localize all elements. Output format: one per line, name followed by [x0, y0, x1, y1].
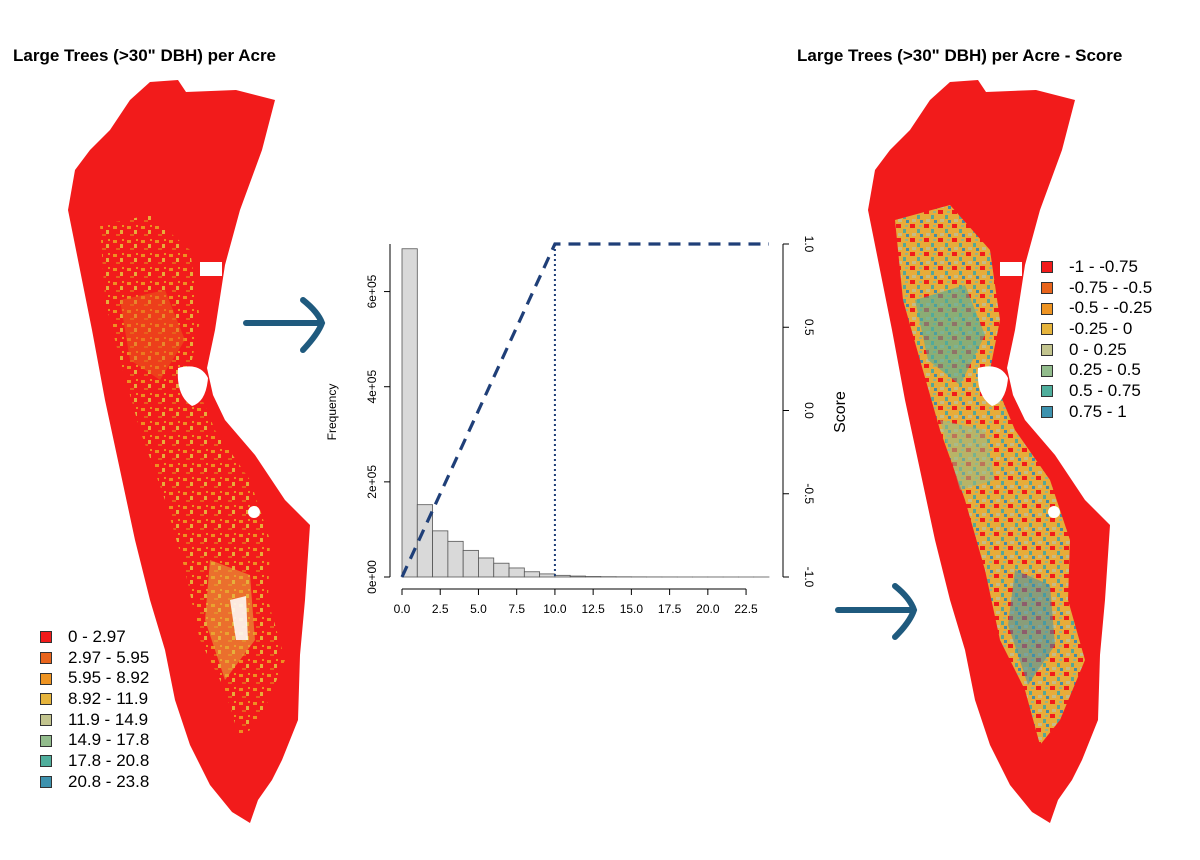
left-legend-item: 2.97 - 5.95	[40, 648, 149, 669]
legend-label: -0.75 - -0.5	[1069, 277, 1153, 297]
legend-swatch	[1041, 302, 1053, 315]
legend-label: 2.97 - 5.95	[68, 647, 150, 667]
legend-swatch	[40, 776, 52, 789]
left-legend-item: 20.8 - 23.8	[40, 772, 149, 793]
y-tick-label: 2e+05	[365, 465, 379, 499]
histogram-bar	[478, 557, 495, 578]
histogram-bar	[554, 574, 571, 578]
histogram-bar	[447, 540, 464, 578]
score-curve	[400, 242, 769, 578]
y2-tick-label: -0.5	[802, 483, 816, 504]
reference-lines	[400, 242, 769, 578]
right-legend-item: -0.75 - -0.5	[1041, 278, 1152, 299]
legend-label: 5.95 - 8.92	[68, 668, 150, 688]
y2-tick-label: 1.0	[802, 236, 816, 253]
right-score-map	[868, 80, 1110, 823]
legend-label: 11.9 - 14.9	[68, 709, 149, 729]
legend-swatch	[40, 672, 52, 685]
legend-label: 0 - 0.25	[1069, 339, 1127, 359]
histogram-chart: 0.0 2.5 5.0 7.5 10.0 12.5 15.0 17.5 20.0 22.5 0e+0…	[325, 236, 849, 616]
legend-label: 20.8 - 23.8	[68, 771, 150, 791]
legend-label: -0.5 - -0.25	[1069, 298, 1153, 318]
x-tick-label: 5.0	[470, 602, 487, 616]
x-tick-label: 17.5	[658, 602, 682, 616]
tick-labels: 0.0 2.5 5.0 7.5 10.0 12.5 15.0 17.5 20.0 22.5 0e+0…	[365, 236, 816, 616]
y2-tick-label: -1.0	[802, 567, 816, 588]
legend-swatch	[40, 714, 52, 727]
x-tick-label: 10.0	[543, 602, 567, 616]
left-legend-item: 17.8 - 20.8	[40, 751, 149, 772]
arrow-to-histogram	[243, 297, 326, 353]
right-legend-item: 0.75 - 1	[1041, 402, 1152, 423]
histogram-bar	[569, 575, 586, 578]
left-legend-item: 11.9 - 14.9	[40, 710, 149, 731]
right-legend-item: -0.5 - -0.25	[1041, 298, 1152, 319]
y2-tick-label: 0.0	[802, 402, 816, 419]
legend-label: 0 - 2.97	[68, 627, 126, 646]
legend-label: 0.25 - 0.5	[1069, 360, 1141, 380]
left-legend-item: 14.9 - 17.8	[40, 730, 149, 751]
legend-swatch	[40, 631, 52, 644]
x-tick-label: 15.0	[620, 602, 644, 616]
legend-swatch	[40, 755, 52, 768]
legend-label: -0.25 - 0	[1069, 319, 1133, 339]
legend-label: 0.75 - 1	[1069, 401, 1127, 421]
y-tick-label: 0e+00	[365, 560, 379, 594]
right-legend-item: -0.25 - 0	[1041, 319, 1152, 340]
histogram-bar	[401, 248, 418, 578]
legend-swatch	[1041, 282, 1053, 295]
legend-label: 17.8 - 20.8	[68, 751, 150, 771]
legend-swatch	[40, 652, 52, 665]
x-tick-label: 12.5	[581, 602, 605, 616]
right-legend-item: -1 - -0.75	[1041, 257, 1152, 278]
y2-tick-label: 0.5	[802, 319, 816, 336]
legend-swatch	[1041, 344, 1053, 357]
chart-axes	[384, 243, 789, 595]
x-tick-label: 0.0	[394, 602, 411, 616]
histogram-bar	[462, 549, 479, 578]
right-legend-item: 0.5 - 0.75	[1041, 381, 1152, 402]
y-tick-label: 4e+05	[365, 370, 379, 404]
legend-swatch	[1041, 385, 1053, 398]
y2-axis-label: Score	[832, 391, 849, 433]
legend-label: 14.9 - 17.8	[68, 730, 150, 750]
legend-label: -1 - -0.75	[1069, 257, 1138, 276]
x-tick-label: 22.5	[734, 602, 758, 616]
legend-swatch	[1041, 323, 1053, 336]
histogram-bar	[523, 571, 541, 578]
left-legend-item: 0 - 2.97	[40, 627, 149, 648]
histogram-bar	[508, 567, 525, 578]
left-legend-item: 8.92 - 11.9	[40, 689, 149, 710]
right-map-title: Large Trees (>30" DBH) per Acre - Score	[797, 46, 1123, 65]
right-legend-item: 0 - 0.25	[1041, 340, 1152, 361]
right-legend-item: 0.25 - 0.5	[1041, 360, 1152, 381]
x-tick-label: 20.0	[696, 602, 720, 616]
x-tick-label: 2.5	[432, 602, 449, 616]
legend-swatch	[40, 693, 52, 706]
x-tick-label: 7.5	[508, 602, 525, 616]
y-tick-label: 6e+05	[365, 274, 379, 308]
legend-swatch	[40, 734, 52, 747]
left-map-title: Large Trees (>30" DBH) per Acre	[13, 46, 277, 65]
left-forest-map	[68, 80, 310, 823]
legend-label: 0.5 - 0.75	[1069, 381, 1141, 401]
y-axis-label: Frequency	[325, 384, 339, 441]
arrow-to-score-map	[835, 583, 918, 640]
legend-swatch	[1041, 261, 1053, 274]
right-map-legend: -1 - -0.75 -0.75 - -0.5 -0.5 - -0.25 -0.25 …	[1041, 257, 1152, 423]
left-map-legend: 0 - 2.97 2.97 - 5.95 5.95 - 8.92 8.92 - 11.…	[40, 627, 149, 793]
left-legend-item: 5.95 - 8.92	[40, 668, 149, 689]
histogram-bars	[401, 248, 770, 578]
legend-swatch	[1041, 364, 1053, 377]
histogram-bar	[432, 530, 449, 578]
legend-label: 8.92 - 11.9	[68, 689, 149, 709]
legend-swatch	[1041, 406, 1053, 419]
histogram-bar	[493, 562, 510, 578]
histogram-bar	[539, 573, 556, 578]
